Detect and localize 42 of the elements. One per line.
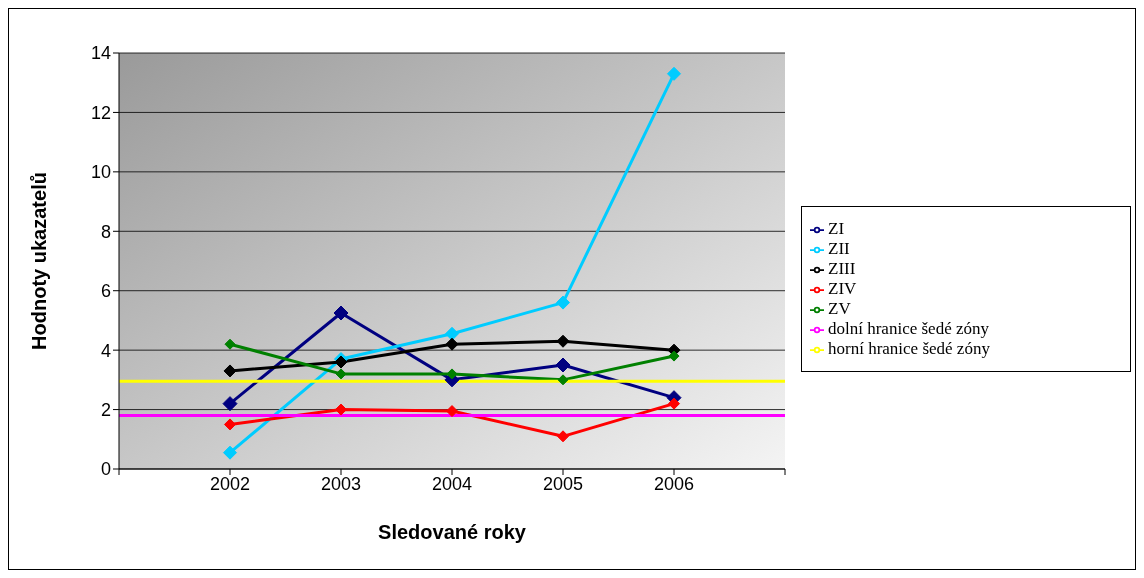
point: [446, 405, 458, 418]
point: [556, 295, 570, 310]
x-tick-label: 2002: [209, 473, 251, 494]
y-axis-title: Hodnoty ukazatelů: [28, 172, 51, 350]
point: [333, 305, 349, 321]
point: [668, 397, 680, 410]
legend-label: ZIII: [828, 259, 856, 278]
y-tick-label: 0: [100, 459, 111, 480]
point: [667, 66, 681, 81]
x-tick-label: 2005: [542, 473, 584, 494]
legend-label: ZV: [828, 299, 851, 318]
legend-label: dolní hranice šedé zóny: [828, 319, 989, 338]
legend-label: ZI: [828, 219, 845, 238]
legend-label: ZIV: [828, 279, 857, 298]
x-axis-title: Sledované roky: [378, 521, 527, 543]
legend-label: ZII: [828, 239, 850, 258]
point: [224, 338, 236, 350]
point: [555, 357, 571, 373]
y-tick-label: 6: [100, 281, 111, 302]
point: [445, 326, 459, 341]
point: [223, 445, 237, 460]
point: [335, 403, 347, 416]
y-tick-label: 4: [100, 340, 111, 361]
point: [224, 418, 236, 431]
point: [445, 337, 459, 351]
point: [668, 350, 680, 362]
y-tick-label: 8: [100, 221, 111, 242]
point: [335, 368, 347, 380]
x-tick-label: 2003: [320, 473, 362, 494]
point: [557, 374, 569, 386]
y-tick-label: 14: [90, 43, 111, 64]
x-tick-label: 2004: [431, 473, 473, 494]
y-tick-label: 2: [100, 399, 111, 420]
point: [223, 364, 237, 378]
point: [446, 368, 458, 380]
point: [556, 334, 570, 348]
x-tick-label: 2006: [653, 473, 695, 494]
y-tick-label: 10: [90, 162, 111, 183]
y-tick-label: 12: [90, 102, 111, 123]
point: [222, 396, 238, 412]
legend-label: horní hranice šedé zóny: [828, 339, 990, 358]
point: [557, 430, 569, 443]
